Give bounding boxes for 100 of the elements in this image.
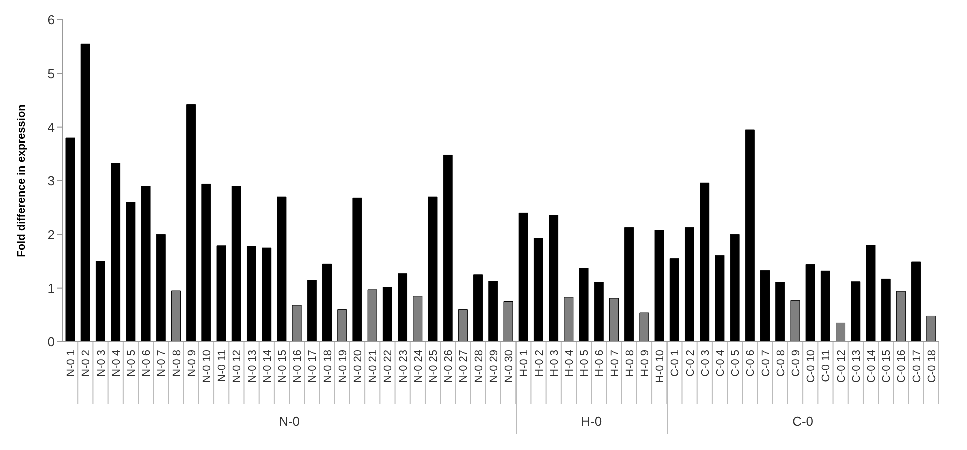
bar: [806, 264, 816, 342]
x-tick-label: N-0 28: [473, 350, 486, 384]
bar: [624, 227, 634, 342]
y-tick-label: 0: [48, 334, 55, 350]
x-tick-label: N-0 19: [337, 350, 350, 384]
x-tick-label: C-0 11: [820, 350, 833, 382]
bar: [776, 282, 786, 342]
bar: [534, 238, 544, 342]
y-tick-label: 4: [48, 120, 55, 135]
x-tick-label: N-0 3: [96, 350, 108, 377]
x-tick-label: N-0 7: [156, 350, 168, 377]
bar: [307, 280, 317, 342]
bar: [866, 245, 876, 342]
bar: [790, 300, 800, 342]
x-tick-label: N-0 12: [232, 350, 244, 384]
y-tick-label: 6: [48, 12, 55, 28]
y-tick-label: 1: [48, 280, 55, 296]
bar: [428, 196, 438, 342]
bar: [246, 246, 256, 342]
bar: [684, 227, 694, 342]
bar: [579, 268, 589, 342]
bar: [518, 212, 528, 342]
bar: [413, 296, 423, 342]
x-tick-label: N-0 24: [412, 350, 425, 384]
bar: [66, 138, 76, 342]
x-tick-label: C-0 6: [745, 350, 758, 377]
bar: [912, 262, 922, 342]
bar: [352, 198, 362, 342]
bar: [443, 154, 453, 342]
x-tick-label: N-0 6: [141, 350, 154, 377]
bar: [700, 182, 710, 342]
x-tick-label: H-0 9: [639, 350, 652, 377]
bar: [141, 186, 151, 342]
bar: [881, 278, 891, 342]
bar: [640, 312, 650, 342]
x-tick-label: N-0 13: [246, 350, 259, 384]
x-tick-label: N-0 21: [368, 350, 380, 384]
x-tick-label: N-0 27: [458, 350, 470, 384]
x-tick-label: C-0 12: [836, 350, 848, 384]
bar: [504, 302, 514, 342]
x-tick-label: H-0 10: [654, 350, 667, 384]
x-tick-label: N-0 17: [307, 350, 320, 384]
bar: [594, 282, 604, 342]
x-tick-label: C-0 17: [911, 350, 924, 384]
x-tick-label: C-0 14: [866, 350, 878, 384]
x-tick-label: N-0 15: [277, 350, 289, 384]
bar: [277, 196, 287, 342]
y-axis-title: Fold difference in expression: [16, 104, 28, 258]
x-tick-label: N-0 4: [110, 350, 123, 377]
bar: [368, 290, 378, 342]
bar: [820, 270, 830, 342]
y-tick-label: 3: [48, 174, 55, 189]
bar: [670, 258, 680, 342]
x-tick-label: N-0 8: [171, 350, 184, 377]
bar: [292, 305, 302, 342]
y-tick-label: 2: [48, 227, 55, 242]
x-tick-label: H-0 3: [548, 350, 561, 377]
x-tick-label: N-0 5: [126, 350, 138, 377]
x-tick-label: N-0 25: [428, 350, 440, 384]
x-tick-label: H-0 2: [534, 350, 546, 377]
bar: [564, 297, 574, 342]
bar: [474, 274, 484, 342]
bar: [382, 287, 392, 342]
x-tick-label: N-0 9: [186, 350, 198, 377]
bar: [126, 202, 136, 342]
x-tick-label: N-0 14: [262, 350, 274, 384]
bar: [338, 310, 348, 342]
bar: [654, 230, 664, 342]
bar: [836, 322, 846, 342]
x-tick-label: C-0 3: [700, 350, 712, 377]
x-tick-label: C-0 18: [926, 350, 938, 384]
bar: [322, 264, 332, 342]
bar: [896, 291, 906, 342]
x-tick-label: N-0 23: [398, 350, 410, 384]
x-tick-label: N-0 26: [443, 350, 456, 384]
text: C-0: [792, 414, 815, 429]
x-tick-label: N-0 20: [352, 350, 365, 384]
bar: [202, 184, 212, 342]
x-tick-label: N-0 29: [488, 350, 500, 384]
bar: [488, 281, 498, 342]
x-tick-label: C-0 1: [670, 350, 682, 377]
x-tick-label: H-0 7: [609, 350, 622, 377]
bar: [926, 316, 936, 342]
bar: [609, 298, 619, 342]
x-tick-label: C-0 15: [881, 350, 894, 384]
bar: [111, 163, 121, 342]
x-tick-label: C-0 4: [715, 350, 727, 377]
x-tick-label: H-0 8: [624, 350, 636, 377]
x-tick-label: C-0 13: [850, 350, 863, 384]
bar: [458, 310, 468, 342]
x-tick-label: C-0 8: [775, 350, 788, 377]
bar: [186, 104, 196, 342]
bar: [745, 130, 755, 342]
bar: [216, 246, 226, 342]
bar: [232, 186, 242, 342]
bar: [760, 270, 770, 342]
text: N-0: [278, 414, 302, 429]
bar: [171, 290, 181, 342]
bar: [851, 282, 861, 342]
x-tick-label: C-0 2: [684, 350, 697, 377]
